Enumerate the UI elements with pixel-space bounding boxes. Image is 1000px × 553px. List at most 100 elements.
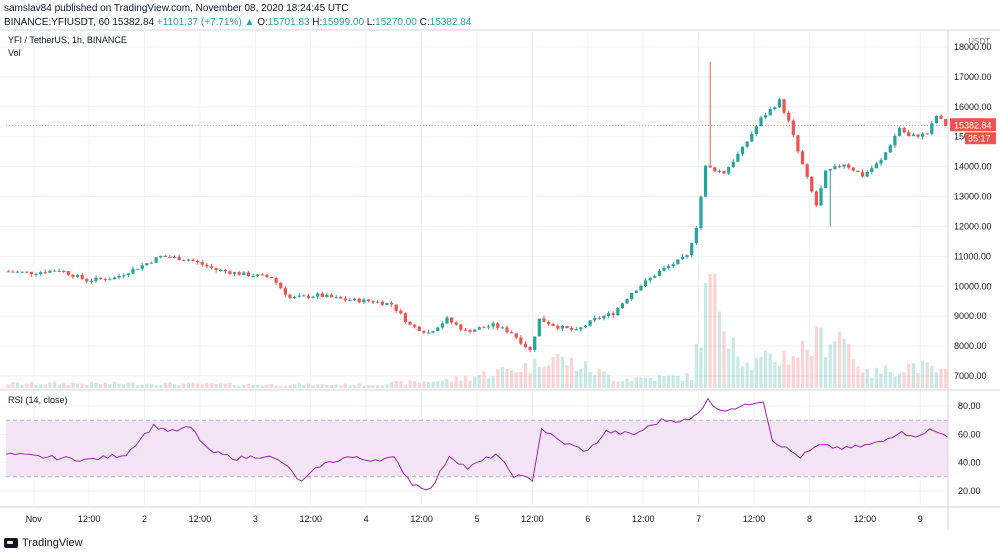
volume-bar xyxy=(449,381,454,388)
price-tick-label: 10000.00 xyxy=(954,281,992,291)
candle-body xyxy=(833,166,837,170)
volume-bar xyxy=(339,385,343,388)
candle-body xyxy=(708,165,712,168)
candle-body xyxy=(620,303,625,309)
volume-bar xyxy=(34,384,38,388)
candle-body xyxy=(417,326,421,331)
candle-body xyxy=(551,324,555,326)
candle-body xyxy=(717,170,722,172)
volume-bar xyxy=(934,371,939,388)
volume-bar xyxy=(20,384,24,388)
candle-body xyxy=(583,325,588,328)
candle-body xyxy=(560,325,565,329)
volume-bar xyxy=(699,347,703,388)
volume-bar xyxy=(43,384,47,388)
volume-bar xyxy=(579,369,583,388)
candle-body xyxy=(819,188,823,206)
candle-body xyxy=(505,327,509,333)
candle-body xyxy=(279,282,283,289)
volume-bar xyxy=(385,384,389,388)
volume-bar xyxy=(232,385,237,388)
volume-bar xyxy=(810,356,814,388)
volume-bar xyxy=(39,384,43,388)
candle-body xyxy=(25,271,29,273)
volume-bar xyxy=(389,381,394,388)
candle-body xyxy=(944,118,948,126)
candle-body xyxy=(897,128,902,136)
volume-bar xyxy=(717,311,722,388)
candle-body xyxy=(89,280,94,282)
volume-bar xyxy=(149,384,154,388)
volume-bar xyxy=(671,375,675,388)
price-tick-label: 13000.00 xyxy=(954,192,992,202)
volume-bar xyxy=(394,381,398,388)
volume-bar xyxy=(422,381,426,388)
candle-body xyxy=(265,274,269,277)
countdown-badge xyxy=(965,132,996,145)
candle-body xyxy=(274,278,278,283)
volume-bar xyxy=(708,274,712,388)
volume-bar xyxy=(639,377,643,388)
price-axis[interactable]: USDT18000.0017000.0016000.0015000.001400… xyxy=(950,37,996,381)
volume-bar xyxy=(269,383,274,388)
candle-body xyxy=(676,259,680,265)
volume-bar xyxy=(514,372,518,388)
volume-bar xyxy=(750,370,754,388)
volume-bar xyxy=(482,371,486,388)
volume-bar xyxy=(860,372,865,388)
candle-body xyxy=(911,134,915,137)
candle-body xyxy=(750,134,754,142)
volume-bar xyxy=(140,384,144,388)
rsi-band xyxy=(6,419,948,478)
volume-bar xyxy=(265,384,269,388)
candle-body xyxy=(759,117,763,127)
volume-bar xyxy=(667,375,671,388)
candle-body xyxy=(773,107,777,110)
volume-bar xyxy=(828,344,832,388)
candle-body xyxy=(320,293,324,297)
candle-body xyxy=(52,270,57,272)
candle-body xyxy=(787,112,791,121)
candle-body xyxy=(112,277,117,280)
volume-bar xyxy=(302,385,306,388)
volume-bar xyxy=(842,338,846,388)
candle-body xyxy=(482,327,486,329)
candle-body xyxy=(108,279,112,281)
candle-body xyxy=(163,255,167,257)
candle-body xyxy=(639,286,643,291)
volume-bar xyxy=(242,384,246,388)
candle-body xyxy=(699,196,703,229)
volume-bar xyxy=(874,367,879,388)
candle-body xyxy=(269,276,274,279)
candle-body xyxy=(486,326,491,328)
last-price-badge-label: 15382.84 xyxy=(954,120,992,130)
candle-body xyxy=(339,296,343,299)
candle-body xyxy=(408,321,412,325)
candle-body xyxy=(847,164,851,168)
volume-bar xyxy=(71,382,75,388)
candle-body xyxy=(874,163,879,169)
candle-body xyxy=(403,313,408,322)
candle-body xyxy=(856,170,860,173)
candle-body xyxy=(930,123,934,135)
last-price-badge xyxy=(950,118,996,132)
volume-bar xyxy=(228,382,232,388)
time-axis[interactable]: Nov 12:00 2 12:00 3 12:00 4 12:00 5 12:00 6 12:00 7 1… xyxy=(26,514,923,524)
candle-body xyxy=(662,267,666,271)
candle-body xyxy=(860,172,865,177)
candle-body xyxy=(597,317,601,319)
candle-body xyxy=(588,320,592,326)
candle-body xyxy=(546,321,551,325)
candle-body xyxy=(579,327,583,330)
rsi-axis[interactable]: 80.00 60.00 40.00 20.00 xyxy=(958,401,981,496)
candle-body xyxy=(731,161,735,168)
volume-bar xyxy=(505,368,509,388)
volume-bar xyxy=(426,382,431,388)
volume-bar xyxy=(763,350,768,388)
candle-body xyxy=(473,329,477,332)
candle-body xyxy=(85,278,89,282)
volume-bar xyxy=(533,358,537,388)
time-tick-label: 7 xyxy=(696,514,701,524)
volume-bar xyxy=(510,370,514,388)
